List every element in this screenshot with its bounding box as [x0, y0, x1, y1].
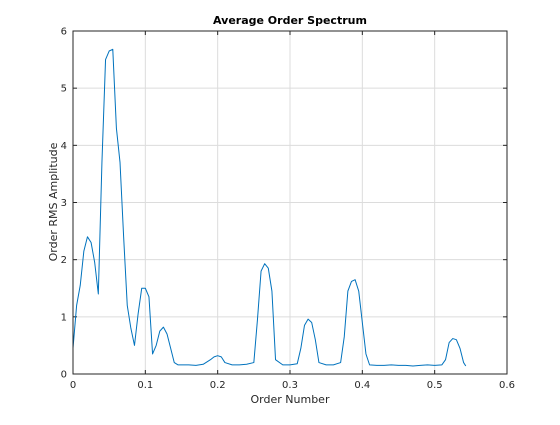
chart-title: Average Order Spectrum — [213, 14, 367, 27]
x-axis-label: Order Number — [251, 393, 330, 406]
x-tick-label: 0.6 — [499, 380, 515, 391]
y-tick-label: 6 — [61, 27, 67, 38]
x-tick-label: 0.5 — [427, 380, 443, 391]
x-tick-label: 0.4 — [354, 380, 370, 391]
x-tick-label: 0.2 — [210, 380, 226, 391]
x-tick-label: 0 — [70, 380, 76, 391]
y-tick-label: 3 — [61, 198, 67, 209]
data-layer — [72, 48, 467, 367]
y-tick-label: 0 — [61, 370, 67, 381]
y-axis-label: Order RMS Amplitude — [47, 142, 60, 261]
y-tick-label: 2 — [61, 255, 67, 266]
plot-border — [72, 30, 508, 375]
x-tick-label: 0.3 — [282, 380, 298, 391]
ticks: 0 0.1 0.2 0.3 0.4 0.5 0.6 0 1 2 3 4 5 6 — [61, 27, 515, 392]
series-line — [72, 48, 467, 367]
grid — [73, 31, 507, 374]
y-tick-label: 4 — [61, 141, 67, 152]
y-tick-label: 5 — [61, 84, 67, 95]
x-tick-label: 0.1 — [137, 380, 153, 391]
y-tick-label: 1 — [61, 312, 67, 323]
